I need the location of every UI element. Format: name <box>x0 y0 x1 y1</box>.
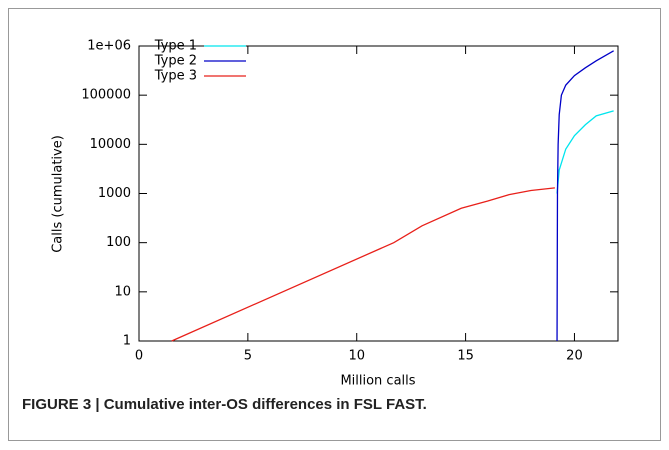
plot-area <box>138 45 619 342</box>
series-line <box>556 110 614 194</box>
caption: FIGURE 3 | Cumulative inter-OS differenc… <box>22 396 427 413</box>
y-tick-label: 1000 <box>98 186 131 201</box>
series-line <box>171 187 555 342</box>
y-tick-label: 100 <box>106 235 131 250</box>
legend-label: Type 1 <box>154 39 197 54</box>
x-axis-label: Million calls <box>340 374 415 389</box>
frame <box>8 8 661 441</box>
x-tick-label: 20 <box>566 349 583 364</box>
y-tick-label: 1 <box>123 334 131 349</box>
y-tick-label: 100000 <box>81 88 131 103</box>
series-line <box>556 50 614 342</box>
y-axis-label: Calls (cumulative) <box>51 135 66 253</box>
legend-label: Type 2 <box>154 54 197 69</box>
y-tick-label: 1e+06 <box>87 39 131 54</box>
legend-label: Type 3 <box>154 69 197 84</box>
x-tick-label: 15 <box>457 349 474 364</box>
y-tick-label: 10 <box>114 284 131 299</box>
x-tick-label: 10 <box>348 349 365 364</box>
x-tick-label: 5 <box>244 349 252 364</box>
y-tick-label: 10000 <box>90 137 131 152</box>
x-tick-label: 0 <box>135 349 143 364</box>
